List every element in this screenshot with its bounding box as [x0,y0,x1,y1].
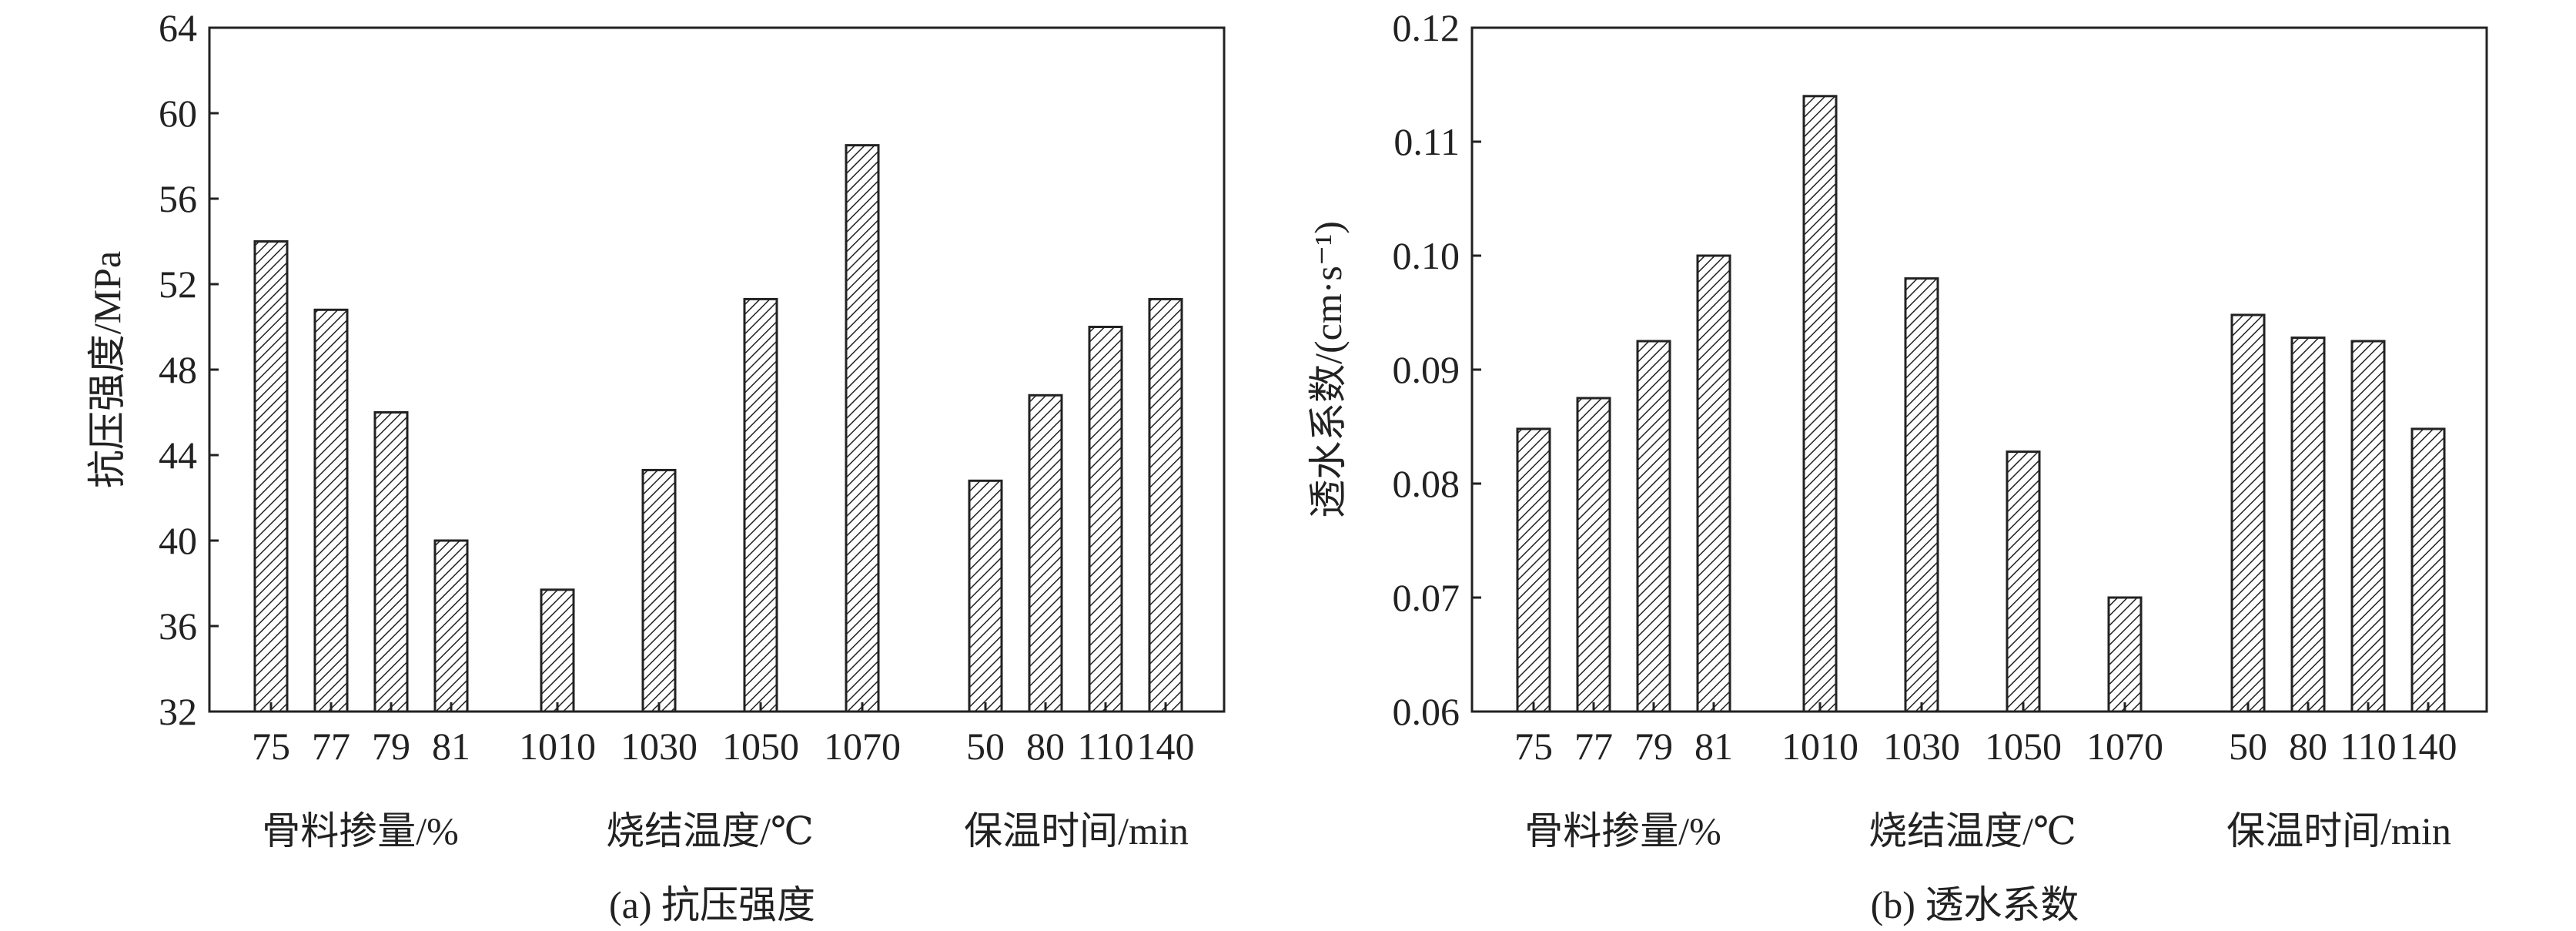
x-tick-label: 79 [1634,725,1673,768]
y-tick-label: 0.08 [1393,462,1460,505]
chart-a-bars [253,144,1183,713]
bar [2290,337,2326,713]
y-tick-label: 36 [159,604,197,648]
chart-b-bars [1516,95,2446,713]
group-label: 烧结温度/℃ [1868,809,2076,852]
bar [1516,427,1551,713]
x-tick-label: 1010 [1781,725,1858,768]
x-tick-label: 1010 [519,725,596,768]
chart-a-group-labels: 骨料掺量/% 烧结温度/℃ 保温时间/min [262,809,1189,852]
bar [2350,340,2386,713]
y-tick-label: 44 [159,434,197,477]
chart-a: 32 36 40 44 48 52 56 60 64 75 77 79 81 1010 1030 1050 1… [85,6,1226,926]
x-tick-label: 110 [2340,725,2396,768]
x-tick-label: 80 [1026,725,1065,768]
x-tick-label: 1050 [722,725,799,768]
bar [1028,393,1063,713]
y-tick-label: 0.07 [1393,576,1460,619]
x-tick-label: 81 [432,725,470,768]
chart-b-plot-frame [1470,26,2488,713]
y-tick-label: 60 [159,92,197,135]
group-label: 烧结温度/℃ [606,809,814,852]
x-tick-label: 110 [1077,725,1133,768]
x-tick-label: 1070 [2086,725,2163,768]
x-tick-label: 50 [966,725,1005,768]
bar [2410,427,2446,713]
bar [968,479,1003,713]
x-tick-label: 79 [372,725,410,768]
x-tick-label: 140 [2400,725,2457,768]
chart-a-plot-frame [208,26,1226,713]
x-tick-label: 81 [1694,725,1733,768]
bar [313,308,349,713]
x-tick-label: 1030 [621,725,698,768]
y-tick-label: 0.11 [1393,120,1460,163]
x-tick-label: 77 [1574,725,1613,768]
bar [641,468,677,713]
x-tick-label: 1070 [824,725,901,768]
x-tick-label: 80 [2289,725,2327,768]
bar [373,411,409,713]
bar [2107,596,2143,713]
bar [845,144,880,713]
y-tick-label: 0.10 [1393,234,1460,277]
bar [1904,277,1939,713]
chart-a-panel-label: (a) 抗压强度 [609,883,815,926]
chart-a-ylabel: 抗压强度/MPa [85,251,129,488]
chart-b-panel-label: (b) 透水系数 [1871,883,2079,926]
y-tick-label: 0.12 [1393,6,1460,49]
bar [2006,450,2041,713]
y-tick-label: 56 [159,177,197,220]
x-tick-label: 75 [1514,725,1553,768]
bar [2230,313,2266,713]
x-tick-label: 77 [312,725,350,768]
chart-b-x-tick-labels: 75 77 79 81 1010 1030 1050 1070 50 80 110 140 [1514,702,2457,768]
y-tick-label: 0.06 [1393,690,1460,733]
y-tick-label: 40 [159,519,197,562]
bar [1148,297,1183,713]
group-label: 骨料掺量/% [262,809,459,852]
y-tick-label: 48 [159,348,197,391]
chart-b: 0.06 0.07 0.08 0.09 0.10 0.11 0.12 75 77 79 81 101… [1306,6,2488,926]
bar [1636,340,1671,713]
y-tick-label: 32 [159,690,197,733]
x-tick-label: 1050 [1985,725,2062,768]
y-tick-label: 52 [159,263,197,306]
y-tick-label: 64 [159,6,197,49]
bar [1696,254,1731,713]
chart-b-y-axis: 0.06 0.07 0.08 0.09 0.10 0.11 0.12 [1393,6,1481,733]
chart-b-group-labels: 骨料掺量/% 烧结温度/℃ 保温时间/min [1524,809,2451,852]
bar [743,297,778,713]
x-tick-label: 75 [252,725,290,768]
x-tick-label: 140 [1137,725,1195,768]
bar [1576,397,1611,713]
chart-a-y-axis: 32 36 40 44 48 52 56 60 64 [159,6,219,733]
group-label: 骨料掺量/% [1524,809,1721,852]
bar [540,588,575,713]
group-label: 保温时间/min [2226,809,2451,852]
bar [1088,326,1123,713]
chart-b-ylabel: 透水系数/(cm·s⁻¹) [1306,221,1350,518]
bar [433,539,469,713]
bar [1802,95,1838,713]
group-label: 保温时间/min [964,809,1189,852]
x-tick-label: 1030 [1883,725,1960,768]
bar [253,240,289,713]
y-tick-label: 0.09 [1393,348,1460,391]
chart-a-x-tick-labels: 75 77 79 81 1010 1030 1050 1070 50 80 110 140 [252,702,1195,768]
x-tick-label: 50 [2229,725,2267,768]
